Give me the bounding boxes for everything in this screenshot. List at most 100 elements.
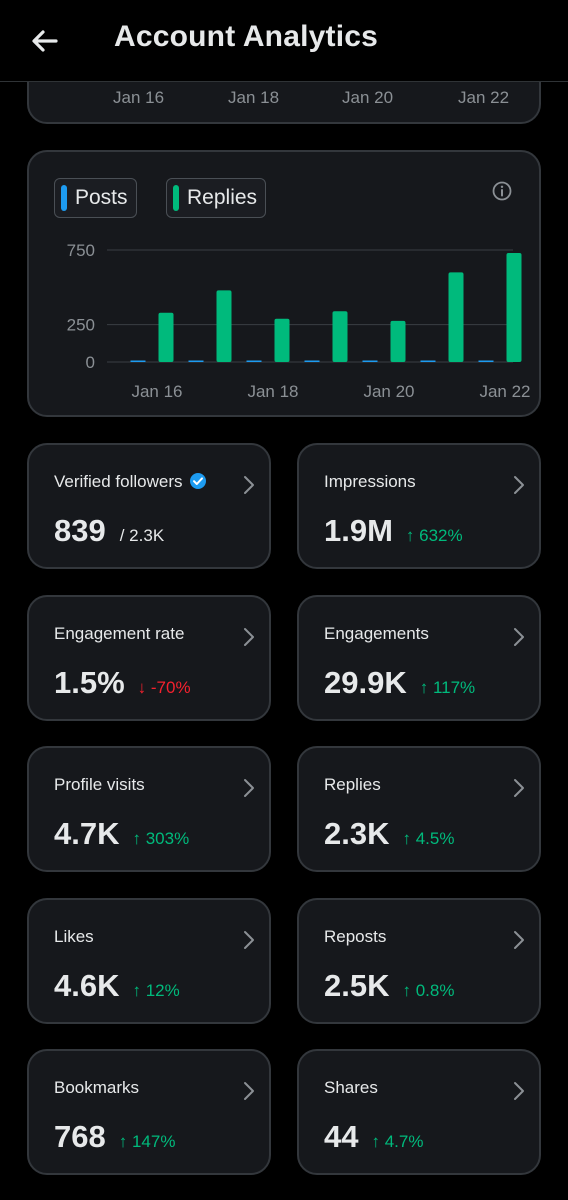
metric-value-row: 4.7K ↑ 303% — [54, 816, 189, 852]
metric-change: ↑ 147% — [118, 1132, 176, 1151]
metric-label: Replies — [324, 775, 381, 795]
metric-label: Bookmarks — [54, 1078, 139, 1098]
chevron-right-icon[interactable] — [243, 627, 255, 647]
replies-bar — [332, 311, 348, 362]
metric-label: Engagements — [324, 624, 429, 644]
metric-change: ↑ 12% — [132, 981, 180, 1000]
metric-card[interactable]: Shares 44 ↑ 4.7% — [297, 1049, 541, 1175]
metric-value-row: 2.3K ↑ 4.5% — [324, 816, 454, 852]
y-tick-label: 750 — [67, 241, 95, 260]
metric-label: Impressions — [324, 472, 416, 492]
chevron-right-icon[interactable] — [243, 1081, 255, 1101]
metric-change: ↑ 4.7% — [371, 1132, 424, 1151]
chevron-right-icon[interactable] — [513, 627, 525, 647]
replies-bar — [506, 252, 522, 362]
metric-value-row: 1.5% ↓ -70% — [54, 665, 191, 701]
posts-bar — [420, 360, 436, 362]
metric-card[interactable]: Profile visits 4.7K ↑ 303% — [27, 746, 271, 872]
metric-label-text: Reposts — [324, 927, 387, 946]
posts-swatch — [61, 185, 67, 211]
metric-card[interactable]: Replies 2.3K ↑ 4.5% — [297, 746, 541, 872]
chevron-right-icon[interactable] — [513, 930, 525, 950]
chevron-right-icon[interactable] — [243, 930, 255, 950]
metric-label: Engagement rate — [54, 624, 184, 644]
posts-bar — [478, 360, 494, 362]
metric-label-text: Engagements — [324, 624, 429, 643]
x-tick-label: Jan 20 — [363, 382, 414, 401]
metric-label-text: Bookmarks — [54, 1078, 140, 1097]
legend-replies[interactable]: Replies — [166, 178, 267, 218]
replies-bar — [390, 320, 406, 362]
posts-bar — [362, 360, 378, 362]
metric-label: Reposts — [324, 927, 386, 947]
metric-card[interactable]: Engagements 29.9K ↑ 117% — [297, 595, 541, 721]
metric-value: 1.5% — [54, 665, 125, 700]
metric-label-text: Profile visits — [54, 775, 145, 794]
metric-value: 4.7K — [54, 816, 120, 851]
replies-bar — [448, 272, 464, 362]
x-tick-label: Jan 16 — [131, 382, 182, 401]
y-tick-label: 250 — [67, 316, 95, 335]
chevron-right-icon[interactable] — [243, 778, 255, 798]
metric-value-row: 768 ↑ 147% — [54, 1119, 175, 1155]
metric-total: / 2.3K — [119, 526, 165, 545]
chevron-right-icon[interactable] — [513, 475, 525, 495]
metric-change: ↓ -70% — [137, 678, 191, 697]
page-title: Account Analytics — [114, 20, 379, 53]
bar-chart: 750 250 0 Jan 16 Jan 18 Jan 20 Jan 22 — [67, 241, 531, 401]
metric-label: Likes — [54, 927, 94, 947]
replies-bar — [216, 290, 232, 362]
metric-card[interactable]: Reposts 2.5K ↑ 0.8% — [297, 898, 541, 1024]
metric-card[interactable]: Verified followers 839 / 2.3K — [27, 443, 271, 569]
metric-label: Verified followers — [54, 472, 207, 492]
metric-value: 4.6K — [54, 968, 120, 1003]
metric-value: 839 — [54, 513, 106, 548]
metric-card[interactable]: Impressions 1.9M ↑ 632% — [297, 443, 541, 569]
metric-value: 44 — [324, 1119, 359, 1154]
metric-value: 29.9K — [324, 665, 407, 700]
metric-label-text: Shares — [324, 1078, 378, 1097]
x-axis-label: Jan 18 — [228, 88, 280, 107]
y-tick-label: 0 — [86, 353, 95, 372]
posts-bar — [246, 360, 262, 362]
chevron-right-icon[interactable] — [513, 1081, 525, 1101]
metric-value-row: 2.5K ↑ 0.8% — [324, 968, 454, 1004]
chevron-right-icon[interactable] — [243, 475, 255, 495]
metric-value: 2.5K — [324, 968, 390, 1003]
metric-label-text: Replies — [324, 775, 381, 794]
metric-change: ↑ 117% — [419, 678, 476, 697]
metric-value-row: 1.9M ↑ 632% — [324, 513, 463, 549]
back-arrow-icon[interactable] — [28, 24, 62, 58]
metric-label: Profile visits — [54, 775, 145, 795]
metric-label-text: Likes — [54, 927, 94, 946]
metric-label-text: Impressions — [324, 472, 416, 491]
chevron-right-icon[interactable] — [513, 778, 525, 798]
top-bar: Account Analytics — [0, 0, 568, 82]
metric-value: 1.9M — [324, 513, 393, 548]
legend-posts-label: Posts — [75, 186, 128, 209]
metric-value: 768 — [54, 1119, 106, 1154]
metric-value-row: 4.6K ↑ 12% — [54, 968, 180, 1004]
posts-replies-chart-card: Posts Replies 750 250 0 Jan 16 Jan 18 Jan 20 J… — [27, 150, 541, 417]
legend-replies-label: Replies — [187, 186, 258, 209]
metric-label-text: Verified followers — [54, 472, 183, 491]
metric-card[interactable]: Engagement rate 1.5% ↓ -70% — [27, 595, 271, 721]
metric-change: ↑ 632% — [405, 526, 463, 545]
metric-value-row: 44 ↑ 4.7% — [324, 1119, 423, 1155]
info-icon[interactable] — [491, 180, 513, 202]
metric-change: ↑ 4.5% — [402, 829, 455, 848]
posts-bar — [130, 360, 146, 362]
metric-card[interactable]: Bookmarks 768 ↑ 147% — [27, 1049, 271, 1175]
metric-value-row: 29.9K ↑ 117% — [324, 665, 475, 701]
replies-swatch — [173, 185, 179, 211]
legend-posts[interactable]: Posts — [54, 178, 137, 218]
verified-badge-icon — [189, 473, 206, 489]
replies-bar — [274, 318, 290, 362]
posts-bar — [188, 360, 204, 362]
posts-bar — [304, 360, 320, 362]
metric-card[interactable]: Likes 4.6K ↑ 12% — [27, 898, 271, 1024]
metric-change: ↑ 303% — [132, 829, 190, 848]
metric-label-text: Engagement rate — [54, 624, 185, 643]
metric-value-row: 839 / 2.3K — [54, 513, 164, 549]
x-axis-label: Jan 22 — [458, 88, 510, 107]
